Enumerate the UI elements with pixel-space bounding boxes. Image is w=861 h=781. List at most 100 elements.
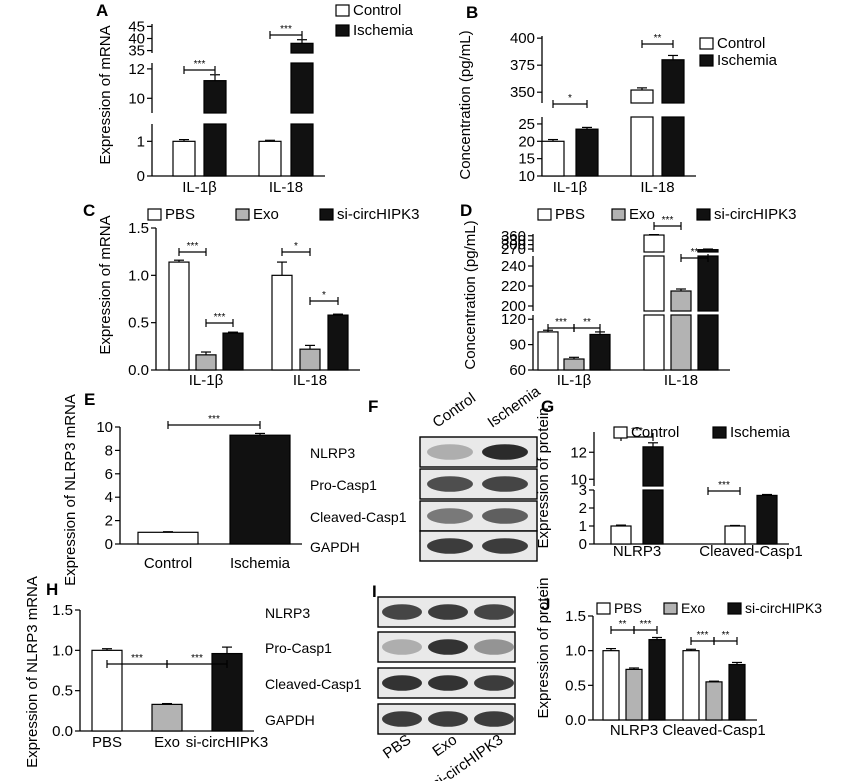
- legend-label: Ischemia: [730, 424, 791, 441]
- legend-label: PBS: [614, 600, 642, 616]
- legend-swatch: [699, 37, 714, 50]
- legend-label: Ischemia: [717, 52, 778, 69]
- significance-label: ***: [631, 426, 643, 437]
- bar: [563, 358, 585, 371]
- panel-letter: C: [83, 201, 95, 220]
- y-tick-label: 12: [570, 444, 587, 461]
- legend-swatch: [699, 54, 714, 67]
- y-tick-label: 200: [501, 298, 526, 315]
- category-label: IL-1β: [553, 179, 588, 196]
- blot-row-label: Pro-Casp1: [310, 477, 377, 493]
- bar: [697, 314, 719, 371]
- category-label: si-circHIPK3: [186, 734, 269, 751]
- y-tick-label: 10: [128, 90, 145, 107]
- bar: [648, 638, 666, 721]
- panel-letter: H: [46, 580, 58, 599]
- y-axis-label: Expression of protein: [535, 578, 552, 719]
- bar: [756, 494, 778, 545]
- bar: [682, 650, 700, 721]
- bar: [211, 652, 243, 732]
- bar: [222, 332, 244, 371]
- y-axis-label: Expression of NLRP3 mRNA: [62, 394, 79, 586]
- y-tick-label: 10: [96, 419, 113, 436]
- significance-label: ***: [280, 24, 292, 35]
- blot-band: [427, 476, 473, 492]
- y-tick-label: 0.0: [565, 712, 586, 729]
- y-tick-label: 10: [518, 168, 535, 185]
- panel-letter: I: [372, 582, 377, 601]
- legend-swatch: [235, 208, 250, 221]
- y-tick-label: 1.0: [128, 267, 149, 284]
- legend-label: si-circHIPK3: [337, 206, 420, 223]
- legend-swatch: [663, 602, 678, 615]
- blot-band: [427, 444, 473, 460]
- y-tick-label: 120: [501, 311, 526, 328]
- bar: [290, 123, 314, 177]
- y-tick-label: 350: [510, 84, 535, 101]
- y-tick-label: 12: [128, 61, 145, 78]
- category-label: NLRP3: [613, 543, 661, 560]
- y-tick-label: 0: [105, 536, 113, 553]
- significance-label: *: [568, 93, 572, 104]
- legend-label: si-circHIPK3: [745, 600, 822, 616]
- significance-label: ***: [208, 414, 220, 425]
- bar: [661, 59, 685, 104]
- y-tick-label: 40: [128, 31, 145, 48]
- blot-band: [482, 444, 528, 460]
- blot-band: [428, 604, 468, 620]
- y-tick-label: 1: [579, 518, 587, 535]
- bar: [575, 128, 599, 177]
- category-label: IL-18: [269, 179, 303, 196]
- bar: [299, 348, 321, 371]
- panel-letter: A: [96, 1, 108, 20]
- y-tick-label: 220: [501, 278, 526, 295]
- blot-column-label: PBS: [380, 731, 414, 762]
- category-label: IL-18: [640, 179, 674, 196]
- blot-band: [428, 675, 468, 691]
- category-label: IL-1β: [557, 372, 592, 389]
- significance-label: **: [722, 630, 730, 641]
- bar: [724, 525, 746, 545]
- panel-c: 0.0 0.5 1.0 1.5 Expression of mRNA IL-1β IL-18…: [83, 201, 420, 389]
- bar: [327, 314, 349, 371]
- category-label: Ischemia: [230, 555, 291, 572]
- bar: [541, 140, 565, 177]
- y-axis-label: Expression of mRNA: [97, 215, 114, 354]
- bar: [137, 531, 199, 545]
- significance-label: ***: [194, 59, 206, 70]
- significance-label: **: [583, 317, 591, 328]
- y-tick-label: 330: [501, 232, 526, 249]
- bar: [151, 703, 183, 732]
- y-tick-label: 360: [501, 228, 526, 245]
- bar: [643, 314, 665, 371]
- blot-f: F NLRP3 Pro-Casp1 Cleaved-Casp1 GAPDH Control…: [310, 383, 544, 562]
- bar: [168, 261, 190, 371]
- bar: [258, 140, 282, 177]
- panel-letter: D: [460, 201, 472, 220]
- y-tick-label: 0.0: [128, 362, 149, 379]
- bar: [172, 140, 196, 177]
- category-label: IL-18: [293, 372, 327, 389]
- y-tick-label: 10: [570, 471, 587, 488]
- legend-label: Exo: [681, 600, 705, 616]
- bar: [195, 354, 217, 371]
- y-tick-label: 3: [579, 482, 587, 499]
- bar: [728, 663, 746, 721]
- significance-label: ***: [214, 312, 226, 323]
- bar: [610, 525, 632, 545]
- legend-label: Control: [631, 424, 679, 441]
- legend-swatch: [319, 208, 334, 221]
- y-axis-label: Expression of protein: [535, 408, 552, 549]
- legend-label: si-circHIPK3: [714, 206, 797, 223]
- y-tick-label: 20: [518, 133, 535, 150]
- blot-column-label: Control: [430, 390, 479, 432]
- blot-row-label: Pro-Casp1: [265, 640, 332, 656]
- legend-swatch: [611, 208, 626, 221]
- y-tick-label: 1.5: [565, 608, 586, 625]
- blot-band: [474, 675, 514, 691]
- y-tick-label: 4: [105, 489, 113, 506]
- significance-label: *: [294, 241, 298, 252]
